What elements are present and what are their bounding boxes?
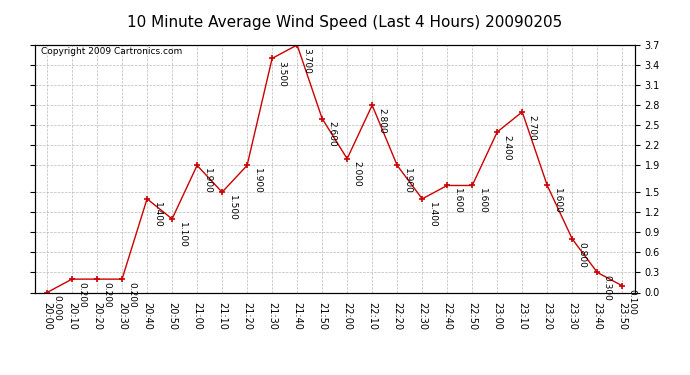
Text: 1.600: 1.600	[453, 188, 462, 214]
Text: 2.700: 2.700	[528, 115, 537, 140]
Text: 1.400: 1.400	[428, 202, 437, 227]
Text: 1.900: 1.900	[253, 168, 262, 194]
Text: 1.500: 1.500	[228, 195, 237, 221]
Text: 1.900: 1.900	[203, 168, 212, 194]
Text: 0.200: 0.200	[77, 282, 86, 308]
Text: 0.200: 0.200	[103, 282, 112, 308]
Text: 2.800: 2.800	[377, 108, 386, 134]
Text: 1.600: 1.600	[553, 188, 562, 214]
Text: 1.900: 1.900	[403, 168, 412, 194]
Text: 3.700: 3.700	[303, 48, 312, 74]
Text: 1.600: 1.600	[477, 188, 486, 214]
Text: 1.400: 1.400	[152, 202, 161, 227]
Text: 2.600: 2.600	[328, 122, 337, 147]
Text: 2.000: 2.000	[353, 162, 362, 187]
Text: 0.200: 0.200	[128, 282, 137, 308]
Text: 0.000: 0.000	[52, 295, 61, 321]
Text: 3.500: 3.500	[277, 61, 286, 87]
Text: 2.400: 2.400	[503, 135, 512, 160]
Text: 0.100: 0.100	[628, 289, 637, 315]
Text: 1.100: 1.100	[177, 222, 186, 248]
Text: 0.300: 0.300	[603, 275, 612, 301]
Text: 10 Minute Average Wind Speed (Last 4 Hours) 20090205: 10 Minute Average Wind Speed (Last 4 Hou…	[128, 15, 562, 30]
Text: Copyright 2009 Cartronics.com: Copyright 2009 Cartronics.com	[41, 48, 181, 57]
Text: 0.800: 0.800	[578, 242, 586, 268]
